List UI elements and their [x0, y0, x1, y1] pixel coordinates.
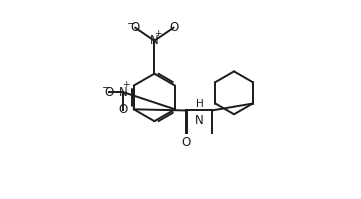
Text: O: O: [131, 21, 140, 34]
Text: −: −: [101, 83, 110, 93]
Text: N: N: [118, 86, 127, 99]
Text: O: O: [118, 103, 127, 116]
Text: −: −: [127, 19, 136, 29]
Text: N: N: [150, 34, 159, 47]
Text: +: +: [154, 29, 161, 38]
Text: O: O: [169, 21, 178, 34]
Text: N: N: [195, 113, 204, 127]
Text: H: H: [196, 99, 204, 109]
Text: O: O: [181, 136, 190, 149]
Text: +: +: [122, 80, 130, 89]
Text: O: O: [105, 86, 114, 99]
